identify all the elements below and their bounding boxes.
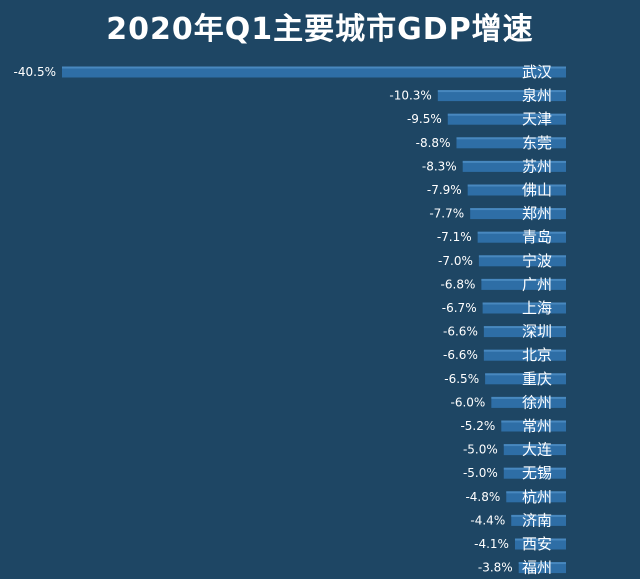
bar-福州 — [518, 562, 566, 574]
bar-重庆 — [485, 373, 566, 385]
category-label-无锡: 无锡 — [522, 464, 552, 482]
category-label-大连: 大连 — [522, 441, 552, 459]
category-label-武汉: 武汉 — [522, 63, 552, 81]
bar-highlight-福州 — [518, 562, 566, 565]
category-label-佛山: 佛山 — [522, 181, 552, 199]
value-label-武汉: -40.5% — [14, 65, 56, 79]
value-label-泉州: -10.3% — [389, 89, 431, 103]
bar-济南 — [511, 514, 566, 526]
bar-highlight-东莞 — [456, 137, 566, 140]
bar-常州 — [501, 420, 566, 432]
bar-上海 — [482, 302, 566, 314]
value-label-深圳: -6.6% — [443, 325, 478, 339]
value-label-宁波: -7.0% — [438, 254, 473, 268]
bar-highlight-苏州 — [462, 160, 566, 163]
bar-highlight-徐州 — [491, 396, 566, 399]
bar-highlight-大连 — [503, 444, 566, 447]
bar-郑州 — [470, 208, 566, 220]
bar-highlight-深圳 — [483, 326, 566, 329]
value-label-东莞: -8.8% — [416, 136, 451, 150]
bar-北京 — [483, 349, 566, 361]
bar-highlight-杭州 — [506, 491, 566, 494]
bar-highlight-无锡 — [503, 467, 566, 470]
value-label-青岛: -7.1% — [437, 230, 472, 244]
value-label-天津: -9.5% — [407, 112, 442, 126]
value-label-济南: -4.4% — [470, 513, 505, 527]
bar-highlight-广州 — [481, 278, 566, 281]
category-label-北京: 北京 — [522, 346, 552, 364]
bar-highlight-上海 — [482, 302, 566, 305]
category-label-宁波: 宁波 — [522, 252, 552, 270]
bar-无锡 — [503, 467, 566, 479]
bar-highlight-常州 — [501, 420, 566, 423]
bar-广州 — [481, 278, 566, 290]
bar-highlight-北京 — [483, 349, 566, 352]
bar-青岛 — [477, 231, 566, 243]
value-label-重庆: -6.5% — [444, 372, 479, 386]
value-label-常州: -5.2% — [460, 419, 495, 433]
bar-highlight-宁波 — [478, 255, 566, 258]
category-label-东莞: 东莞 — [522, 134, 552, 152]
value-label-徐州: -6.0% — [451, 395, 486, 409]
category-label-深圳: 深圳 — [522, 323, 552, 341]
bar-highlight-武汉 — [62, 66, 566, 69]
value-label-北京: -6.6% — [443, 348, 478, 362]
category-label-西安: 西安 — [522, 535, 552, 553]
bar-highlight-郑州 — [470, 208, 566, 211]
bar-苏州 — [462, 160, 566, 172]
bar-highlight-济南 — [511, 514, 566, 517]
bar-深圳 — [483, 326, 566, 338]
category-label-郑州: 郑州 — [522, 205, 552, 223]
category-label-重庆: 重庆 — [522, 370, 552, 388]
bar-highlight-西安 — [514, 538, 566, 541]
bar-highlight-重庆 — [485, 373, 566, 376]
category-label-常州: 常州 — [522, 417, 552, 435]
bar-天津 — [447, 113, 566, 125]
chart-title: 2020年Q1主要城市GDP增速 — [106, 12, 534, 47]
value-label-无锡: -5.0% — [463, 466, 498, 480]
category-label-福州: 福州 — [522, 559, 552, 577]
value-label-郑州: -7.7% — [429, 207, 464, 221]
category-label-广州: 广州 — [522, 275, 552, 293]
category-label-杭州: 杭州 — [522, 488, 552, 506]
value-label-杭州: -4.8% — [465, 490, 500, 504]
bar-宁波 — [478, 255, 566, 267]
bar-徐州 — [491, 396, 566, 408]
bar-西安 — [514, 538, 566, 550]
bar-杭州 — [506, 491, 566, 503]
value-label-上海: -6.7% — [442, 301, 477, 315]
bar-highlight-泉州 — [437, 90, 566, 93]
bar-武汉 — [62, 66, 566, 78]
bar-泉州 — [437, 90, 566, 102]
category-label-徐州: 徐州 — [522, 393, 552, 411]
category-label-济南: 济南 — [522, 511, 552, 529]
category-label-苏州: 苏州 — [522, 157, 552, 175]
category-label-泉州: 泉州 — [522, 87, 552, 105]
bar-佛山 — [467, 184, 566, 196]
bar-highlight-青岛 — [477, 231, 566, 234]
value-label-西安: -4.1% — [474, 537, 509, 551]
value-label-佛山: -7.9% — [427, 183, 462, 197]
bar-大连 — [503, 444, 566, 456]
category-label-上海: 上海 — [522, 299, 552, 317]
value-label-大连: -5.0% — [463, 443, 498, 457]
category-label-青岛: 青岛 — [522, 228, 552, 246]
category-label-天津: 天津 — [522, 110, 552, 128]
bar-highlight-天津 — [447, 113, 566, 116]
bar-东莞 — [456, 137, 566, 149]
value-label-广州: -6.8% — [441, 277, 476, 291]
bar-highlight-佛山 — [467, 184, 566, 187]
value-label-苏州: -8.3% — [422, 159, 457, 173]
value-label-福州: -3.8% — [478, 561, 513, 575]
